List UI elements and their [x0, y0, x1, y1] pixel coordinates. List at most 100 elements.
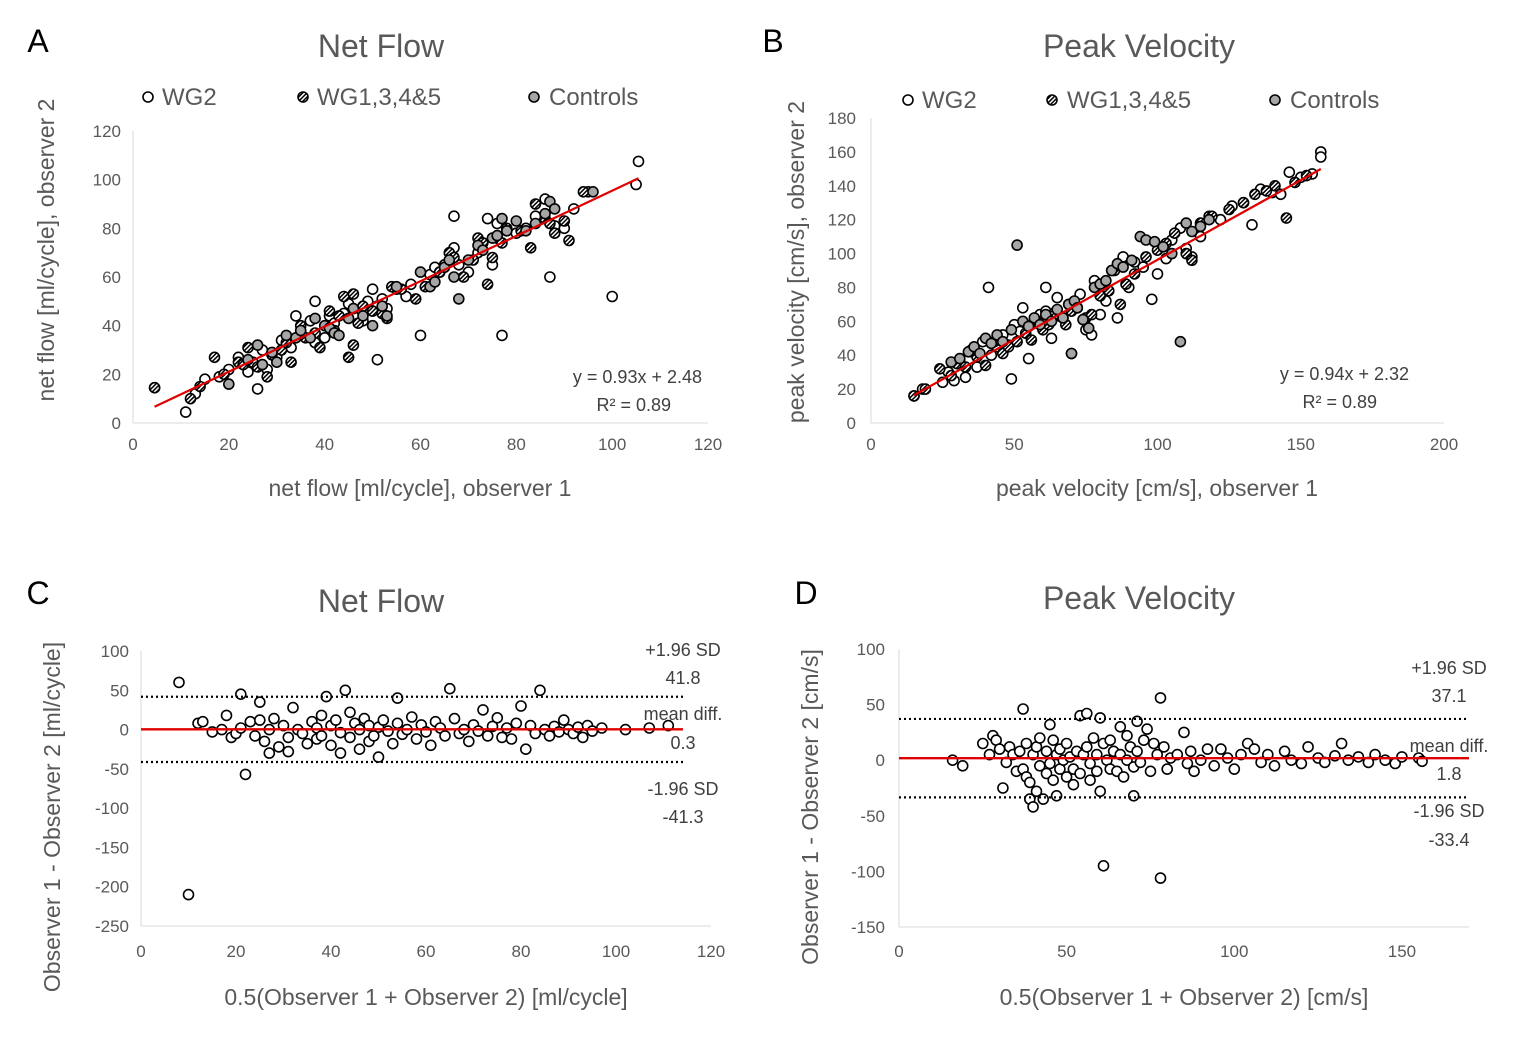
mean-diff-value: 0.3	[670, 733, 695, 753]
data-point-filled	[539, 207, 551, 220]
data-point-open	[557, 714, 570, 726]
data-point-open	[253, 714, 266, 726]
panel-letter: D	[794, 575, 817, 611]
data-point-filled	[1194, 220, 1207, 233]
data-point-hatched	[148, 381, 161, 394]
legend-marker-filled	[528, 91, 540, 103]
data-point-hatched	[208, 351, 221, 364]
mean-diff-value: 1.8	[1436, 764, 1461, 784]
data-point-open	[1081, 741, 1093, 753]
data-point-open	[410, 733, 423, 745]
data-point-open	[1121, 729, 1133, 742]
data-point-filled	[223, 378, 235, 390]
data-point-open	[325, 739, 337, 752]
data-point-open	[1379, 754, 1391, 767]
data-point-open	[1040, 767, 1053, 780]
data-points	[908, 146, 1327, 402]
y-tick-label: 0	[847, 414, 856, 433]
data-point-open	[1342, 754, 1355, 767]
y-tick-label: 100	[93, 171, 121, 190]
upper-loa-label: +1.96 SD	[645, 640, 721, 660]
y-tick-label: 40	[102, 317, 121, 336]
data-point-open	[1013, 745, 1026, 758]
x-tick-label: 80	[507, 435, 526, 454]
data-point-open	[309, 295, 321, 308]
data-point-open	[1050, 789, 1063, 802]
data-point-open	[1040, 281, 1052, 294]
data-point-open	[249, 730, 261, 742]
data-point-open	[1022, 352, 1035, 365]
data-point-hatched	[1140, 251, 1152, 263]
data-point-open	[1051, 291, 1063, 304]
data-point-hatched	[563, 234, 575, 247]
x-axis-label: net flow [ml/cycle], observer 1	[269, 475, 572, 501]
y-ticks: 0 20 40 60 80 100 120 140 160 180	[828, 109, 856, 433]
data-point-filled	[381, 310, 393, 322]
data-point-open	[462, 735, 475, 748]
agreement-lines	[141, 695, 683, 764]
data-point-hatched	[1269, 180, 1281, 192]
data-point-open	[1352, 751, 1365, 763]
data-point-open	[1146, 293, 1158, 306]
legend: WG2 WG1,3,4&5 Controls	[902, 87, 1379, 114]
data-point-open	[1104, 734, 1116, 747]
data-point-open	[1030, 785, 1043, 798]
y-tick-label: 100	[857, 640, 885, 659]
legend: WG2 WG1,3,4&5 Controls	[142, 84, 638, 111]
data-point-open	[371, 353, 384, 366]
data-point-open	[318, 331, 331, 344]
x-tick-label: 100	[1220, 942, 1248, 961]
data-point-open	[443, 682, 456, 695]
x-tick-label: 50	[1057, 942, 1076, 961]
y-tick-label: 0	[112, 414, 121, 433]
data-point-open	[1074, 767, 1086, 780]
data-point-open	[235, 688, 247, 701]
y-tick-label: -100	[851, 862, 885, 881]
data-point-open	[1017, 703, 1029, 715]
data-point-hatched	[548, 227, 561, 239]
data-point-open	[344, 731, 356, 744]
lower-loa-value: -41.3	[662, 807, 703, 827]
legend-marker-filled	[1269, 94, 1281, 106]
data-point-open	[391, 692, 404, 704]
data-point-open	[1024, 776, 1036, 789]
data-point-hatched	[1120, 278, 1132, 290]
y-tick-label: 0	[876, 751, 885, 770]
data-point-open	[339, 684, 352, 697]
data-point-filled	[496, 212, 508, 225]
y-tick-label: 40	[837, 346, 856, 365]
data-point-hatched	[933, 362, 946, 375]
data-point-open	[586, 725, 599, 737]
y-tick-label: 160	[828, 143, 856, 162]
data-point-open	[315, 730, 328, 742]
data-point-open	[1131, 715, 1143, 728]
data-point-open	[491, 711, 504, 724]
data-point-open	[272, 741, 285, 753]
trendline-equation: y = 0.94x + 2.32	[1280, 364, 1409, 384]
data-point-open	[1285, 754, 1298, 767]
data-point-open	[519, 743, 532, 756]
data-point-open	[477, 704, 489, 716]
y-tick-label: 120	[93, 122, 121, 141]
data-point-hatched	[1249, 188, 1261, 201]
x-tick-label: 60	[411, 435, 430, 454]
axes	[132, 131, 708, 424]
data-point-open	[1044, 757, 1056, 770]
legend-label: WG1,3,4&5	[1067, 87, 1191, 114]
x-axis-label: 0.5(Observer 1 + Observer 2) [ml/cycle]	[224, 984, 627, 1010]
data-point-filled	[443, 254, 456, 266]
data-point-open	[1195, 754, 1207, 767]
data-point-filled	[510, 215, 523, 227]
legend-label: Controls	[549, 84, 638, 111]
chart-title: Net Flow	[318, 583, 445, 619]
data-point-open	[251, 383, 264, 395]
data-point-filled	[414, 266, 427, 278]
data-point-hatched	[457, 271, 470, 283]
y-tick-label: 140	[828, 177, 856, 196]
data-point-open	[414, 329, 427, 342]
y-ticks: -250 -200 -150 -100 -50 0 50 100	[95, 642, 129, 936]
data-point-open	[239, 768, 252, 781]
data-point-filled	[1082, 322, 1095, 334]
data-point-filled	[1125, 254, 1138, 267]
data-point-open	[1215, 743, 1227, 755]
